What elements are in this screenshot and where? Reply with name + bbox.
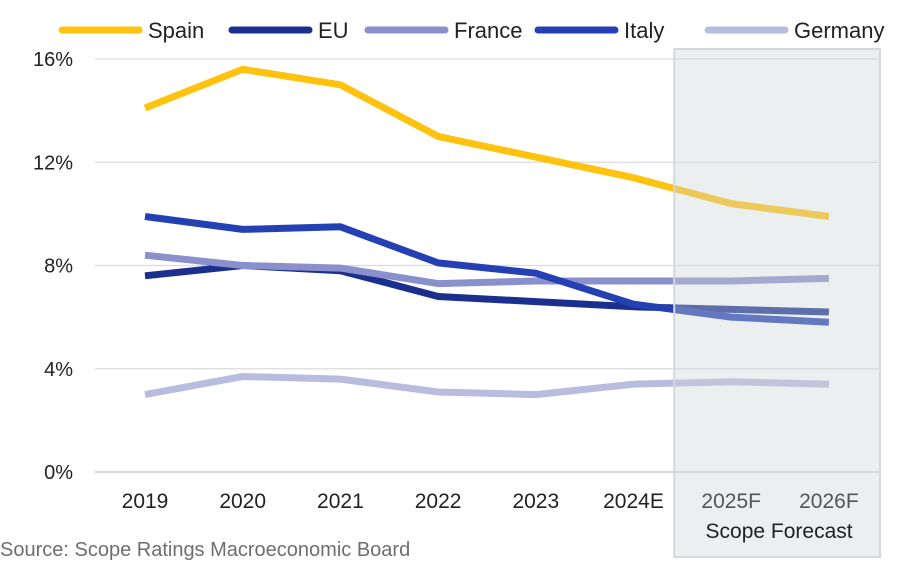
series-lines xyxy=(143,65,830,399)
x-tick-label: 2024E xyxy=(603,490,664,513)
legend-item-italy: Italy xyxy=(534,18,664,43)
source-note: Source: Scope Ratings Macroeconomic Boar… xyxy=(0,539,411,561)
forecast-label: Scope Forecast xyxy=(706,520,853,543)
y-tick-label: 16% xyxy=(33,49,73,71)
y-tick-label: 12% xyxy=(33,152,73,174)
legend: Spain EU France Italy Germany xyxy=(58,18,884,43)
series-line-italy xyxy=(144,213,830,326)
x-tick-label: 2020 xyxy=(219,490,266,513)
legend-item-spain: Spain xyxy=(58,18,204,43)
x-tick-label: 2022 xyxy=(415,490,462,513)
x-tick-label: 2021 xyxy=(317,490,364,513)
x-axis: 2019 2020 2021 2022 2023 2024E 2025F 2026F xyxy=(122,490,859,513)
y-tick-label: 4% xyxy=(44,359,73,381)
x-tick-label: 2025F xyxy=(701,490,761,513)
legend-label: Spain xyxy=(148,18,204,43)
series-line-france xyxy=(144,251,829,288)
x-tick-label: 2019 xyxy=(122,490,169,513)
x-tick-label: 2023 xyxy=(512,490,559,513)
y-axis: 0% 4% 8% 12% 16% xyxy=(33,49,73,484)
series-line-spain xyxy=(143,65,830,220)
forecast-shade xyxy=(673,48,882,558)
legend-item-germany: Germany xyxy=(704,18,884,43)
series-line-germany xyxy=(144,373,829,399)
y-tick-label: 8% xyxy=(44,256,73,278)
legend-label: EU xyxy=(318,18,349,43)
legend-label: Germany xyxy=(794,18,884,43)
x-tick-label: 2026F xyxy=(799,490,859,513)
legend-label: France xyxy=(454,18,522,43)
forecast-region: Scope Forecast xyxy=(673,48,882,558)
legend-label: Italy xyxy=(624,18,664,43)
y-tick-label: 0% xyxy=(44,462,73,484)
legend-item-france: France xyxy=(364,18,522,43)
legend-item-eu: EU xyxy=(228,18,349,43)
